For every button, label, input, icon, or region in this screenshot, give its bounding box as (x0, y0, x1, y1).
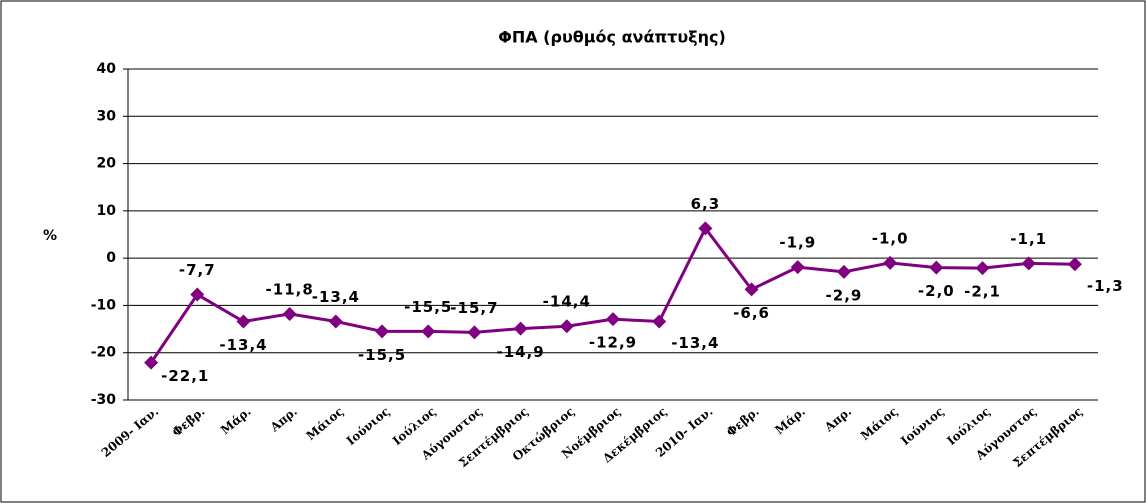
data-point (421, 324, 436, 339)
data-point (190, 287, 205, 302)
y-tick-label: -10 (91, 297, 117, 313)
data-label: -2,9 (826, 286, 863, 304)
data-point (236, 314, 251, 329)
data-label: -12,9 (589, 334, 637, 352)
data-label: -14,4 (543, 293, 591, 311)
data-point (1067, 257, 1082, 272)
data-point (606, 312, 620, 327)
data-point (883, 255, 898, 270)
data-point (375, 324, 390, 339)
data-point (1021, 256, 1036, 271)
data-label: -13,4 (219, 336, 267, 354)
y-axis-label: % (43, 228, 57, 244)
data-point (929, 260, 944, 275)
data-point (790, 260, 805, 275)
data-point (513, 321, 528, 336)
data-label: -7,7 (179, 261, 216, 279)
data-point (328, 314, 343, 329)
data-point (744, 282, 759, 297)
data-label: -1,3 (1087, 277, 1124, 295)
data-label: -1,9 (779, 234, 816, 252)
data-label: -6,6 (733, 304, 770, 322)
data-label: -22,1 (161, 367, 209, 385)
data-label: -13,4 (312, 288, 360, 306)
data-label: 6,3 (691, 195, 721, 213)
data-label: -2,1 (964, 283, 1001, 301)
data-point (975, 261, 990, 276)
data-label: -13,4 (671, 334, 719, 352)
data-label: -2,0 (918, 282, 955, 300)
data-point (144, 355, 159, 370)
data-label: -15,5 (404, 298, 452, 316)
y-tick-label: -30 (91, 392, 117, 408)
y-tick-label: -20 (91, 345, 117, 361)
data-point (467, 325, 482, 340)
data-label: -14,9 (496, 343, 544, 361)
data-point (698, 221, 713, 236)
chart-title: ΦΠΑ (ρυθμός ανάπτυξης) (498, 28, 726, 47)
data-point (652, 314, 667, 329)
y-tick-label: 40 (97, 61, 117, 77)
data-label: -1,1 (1010, 230, 1047, 248)
y-tick-label: 10 (97, 203, 117, 219)
data-point (282, 306, 297, 321)
y-tick-label: 30 (97, 108, 117, 124)
y-tick-label: 20 (97, 156, 117, 172)
y-tick-label: 0 (106, 250, 116, 266)
data-label: -15,5 (358, 346, 406, 364)
data-point (559, 319, 574, 334)
data-label: -15,7 (450, 299, 498, 317)
data-label: -11,8 (266, 280, 314, 298)
data-point (836, 264, 851, 279)
data-label: -1,0 (872, 229, 909, 247)
